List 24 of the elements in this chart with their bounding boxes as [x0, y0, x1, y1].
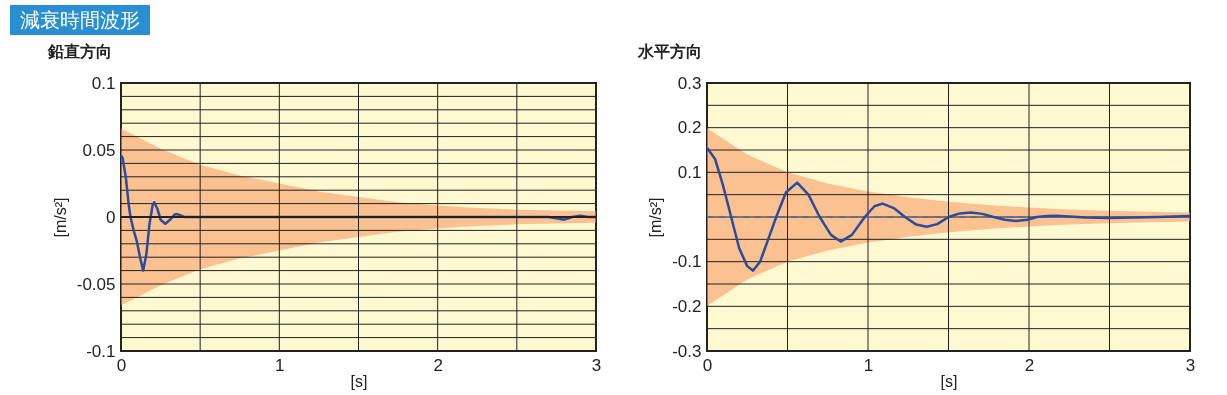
y-tick-label: -0.3: [672, 341, 702, 361]
x-tick-label: 1: [863, 355, 874, 375]
y-axis-title: [m/s²]: [647, 197, 665, 238]
x-axis-title: [s]: [940, 372, 958, 390]
y-tick-label: -0.1: [86, 341, 116, 361]
chart-title: 減衰時間波形: [10, 5, 150, 35]
x-tick-label: 1: [275, 355, 285, 375]
y-tick-label: 0.1: [677, 162, 702, 182]
y-axis-title: [m/s²]: [51, 197, 69, 238]
x-tick-label: 2: [433, 355, 443, 375]
y-tick-label: 0.05: [82, 140, 116, 160]
chart-subtitle: 鉛直方向: [47, 42, 112, 60]
x-axis-title: [s]: [350, 372, 368, 390]
y-tick-label: -0.05: [76, 274, 116, 294]
x-tick-label: 2: [1024, 355, 1035, 375]
y-tick-label: -0.2: [672, 296, 702, 316]
y-tick-label: -0.1: [672, 252, 702, 272]
y-tick-label: 0.1: [91, 73, 116, 93]
x-tick-label: 3: [591, 355, 602, 375]
y-tick-label: 0.3: [677, 73, 702, 93]
y-tick-label: 0.2: [677, 118, 702, 138]
x-tick-label: 3: [1185, 355, 1196, 375]
y-tick-label: 0: [106, 207, 116, 227]
chart-title: 水平方向: [637, 42, 702, 60]
